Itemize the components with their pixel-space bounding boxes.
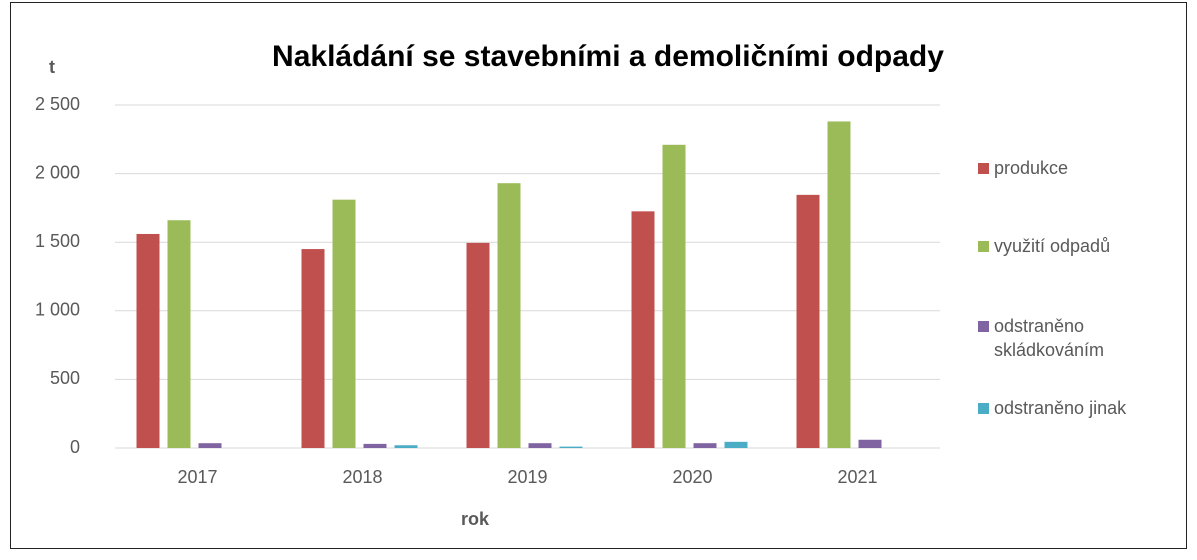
y-tick-label: 1 500 (35, 231, 80, 251)
y-tick-label: 0 (70, 437, 80, 457)
legend-label: odstraněno jinak (994, 398, 1127, 418)
bar (693, 443, 717, 448)
x-tick-label: 2020 (672, 467, 712, 487)
bar (136, 233, 160, 448)
y-tick-label: 500 (50, 368, 80, 388)
x-tick-label: 2021 (837, 467, 877, 487)
x-axis-label: rok (461, 509, 490, 529)
legend-label: odstraněno skládkováním (994, 316, 1105, 360)
legend-item: využití odpadů (978, 234, 1164, 258)
bar (631, 211, 655, 448)
bar (363, 443, 387, 448)
legend-swatch (978, 163, 989, 174)
bar (332, 199, 356, 448)
legend-swatch (978, 241, 989, 252)
bar (858, 439, 882, 448)
chart-frame (10, 2, 1187, 549)
x-tick-label: 2019 (507, 467, 547, 487)
legend-label: produkce (994, 158, 1069, 178)
bar (301, 249, 325, 448)
y-tick-label: 1 000 (35, 300, 80, 320)
bar (796, 194, 820, 448)
legend-swatch (978, 403, 989, 414)
legend-swatch (978, 321, 989, 332)
bar (528, 443, 552, 448)
bar (827, 121, 851, 449)
legend-item: odstraněno jinak (978, 396, 1164, 420)
bar (724, 441, 748, 448)
chart-title: Nakládání se stavebními a demoličními od… (272, 40, 944, 73)
x-tick-label: 2018 (342, 467, 382, 487)
y-tick-label: 2 000 (35, 162, 80, 182)
x-tick-label: 2017 (177, 467, 217, 487)
legend-item: odstraněno skládkováním (978, 314, 1124, 362)
bar (198, 443, 222, 448)
legend-item: produkce (978, 156, 1164, 180)
bar (559, 446, 583, 448)
bar (167, 220, 191, 448)
bar (394, 445, 418, 448)
bar (497, 183, 521, 449)
legend-label: využití odpadů (994, 236, 1111, 256)
bar (466, 242, 490, 448)
y-axis-label: t (49, 57, 55, 77)
bar (662, 144, 686, 448)
y-tick-label: 2 500 (35, 94, 80, 114)
